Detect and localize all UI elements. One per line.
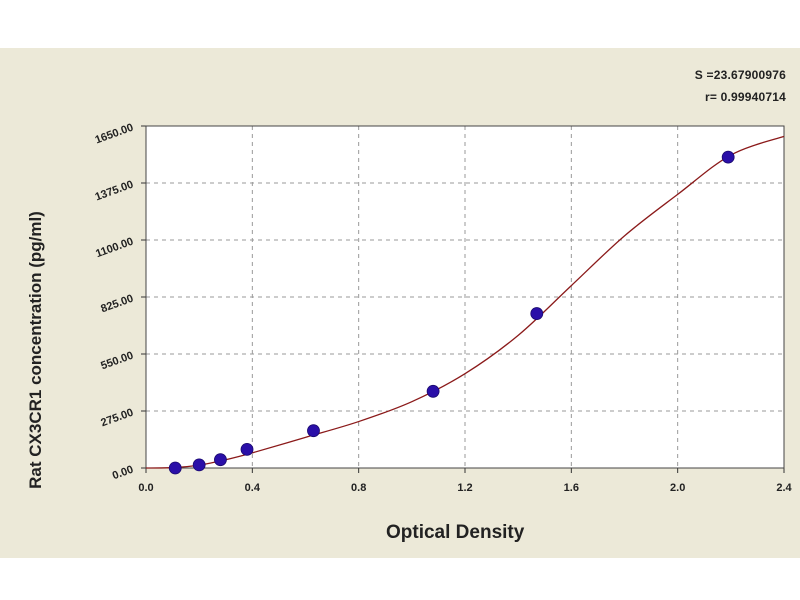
data-point: [240, 442, 254, 456]
axes: [141, 125, 785, 473]
s-statistic: S =23.67900976: [694, 68, 786, 82]
data-points: [168, 150, 735, 475]
y-tick-label: 1375.00: [94, 179, 135, 204]
y-tick-label: 1650.00: [94, 122, 135, 147]
data-point: [214, 453, 227, 467]
x-tick-label: 0.8: [351, 482, 366, 494]
plot-frame: [145, 125, 785, 469]
x-tick-labels: 0.0 0.4 0.8 1.2 1.6 2.0 2.4: [138, 482, 792, 494]
x-tick-label: 1.6: [564, 482, 579, 494]
data-point: [192, 458, 206, 472]
data-point: [168, 461, 182, 475]
y-tick-label: 550.00: [99, 350, 135, 373]
y-tick-label: 1100.00: [94, 236, 135, 261]
x-tick-label: 0.4: [245, 482, 261, 494]
fit-curve: [145, 135, 785, 469]
x-tick-label: 2.0: [670, 482, 685, 494]
x-tick-label: 1.2: [457, 482, 472, 494]
y-tick-labels: 0.00 275.00 550.00 825.00 1100.00 1375.00 1650…: [94, 122, 135, 483]
y-tick-label: 825.00: [99, 293, 135, 316]
plot-area: 0.0 0.4 0.8 1.2 1.6 2.0 2.4 0.00 275.00 550.00 82…: [94, 122, 793, 494]
x-tick-label: 2.4: [776, 482, 792, 494]
fit-curve-layer: [145, 135, 785, 469]
chart-panel: 0.0 0.4 0.8 1.2 1.6 2.0 2.4 0.00 275.00 550.00 82…: [0, 48, 800, 558]
data-point: [721, 150, 735, 164]
data-point: [307, 424, 320, 438]
x-axis-label: Optical Density: [386, 522, 525, 543]
data-point: [530, 307, 544, 320]
data-point: [426, 384, 440, 398]
y-axis-label: Rat CX3CR1 concentration (pg/ml): [26, 211, 45, 489]
x-tick-label: 0.0: [138, 482, 153, 494]
y-tick-label: 275.00: [99, 407, 135, 430]
r-statistic: r= 0.99940714: [704, 90, 786, 104]
y-tick-label: 0.00: [111, 464, 135, 483]
grid-lines: [146, 126, 784, 468]
